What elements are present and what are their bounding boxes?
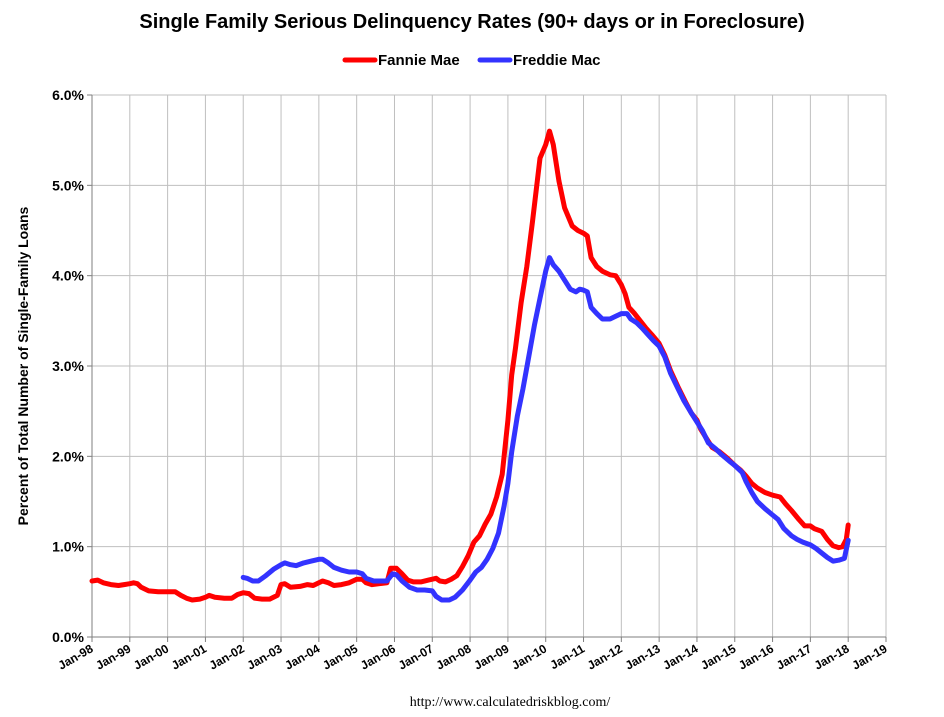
- y-tick-label: 2.0%: [52, 448, 84, 464]
- y-tick-label: 1.0%: [52, 539, 84, 555]
- legend: Fannie Mae Freddie Mac: [342, 52, 601, 69]
- legend-label-fannie: Fannie Mae: [378, 52, 460, 69]
- x-tick-label: Jan-00: [131, 641, 171, 672]
- x-tick-label: Jan-98: [56, 641, 96, 672]
- y-tick-label: 3.0%: [52, 358, 84, 374]
- y-tick-label: 6.0%: [52, 87, 84, 103]
- x-tick-label: Jan-11: [548, 641, 588, 672]
- legend-label-freddie: Freddie Mac: [513, 52, 601, 69]
- series-line-freddie-mac: [240, 255, 851, 603]
- chart-title: Single Family Serious Delinquency Rates …: [139, 11, 804, 33]
- x-tick-label: Jan-08: [434, 641, 474, 672]
- x-tick-label: Jan-01: [169, 641, 209, 672]
- y-axis-label: Percent of Total Number of Single-Family…: [15, 206, 31, 525]
- x-tick-label: Jan-17: [774, 641, 814, 672]
- y-tick-label: 4.0%: [52, 268, 84, 284]
- x-tick-label: Jan-19: [850, 641, 890, 672]
- x-tick-label: Jan-07: [396, 641, 436, 672]
- x-tick-label: Jan-10: [509, 641, 549, 672]
- x-tick-label: Jan-15: [698, 641, 738, 672]
- x-tick-label: Jan-18: [812, 641, 852, 672]
- x-tick-label: Jan-04: [282, 641, 322, 672]
- x-tick-label: Jan-16: [736, 641, 776, 672]
- x-tick-label: Jan-13: [623, 641, 663, 672]
- x-tick-label: Jan-99: [93, 641, 133, 672]
- y-tick-label: 5.0%: [52, 177, 84, 193]
- plot-area: 0.0% 1.0% 2.0% 3.0% 4.0% 5.0% 6.0% Jan-98Jan-99…: [52, 87, 890, 673]
- x-tick-label: Jan-14: [661, 641, 701, 672]
- x-tick-label: Jan-05: [320, 641, 360, 672]
- x-tick-label: Jan-03: [245, 641, 285, 672]
- x-tick-label: Jan-09: [471, 641, 511, 672]
- x-tick-label: Jan-06: [358, 641, 398, 672]
- y-tick-label: 0.0%: [52, 629, 84, 645]
- x-tick-label: Jan-02: [207, 641, 247, 672]
- source-url: http://www.calculatedriskblog.com/: [410, 695, 611, 710]
- x-tick-label: Jan-12: [585, 641, 625, 672]
